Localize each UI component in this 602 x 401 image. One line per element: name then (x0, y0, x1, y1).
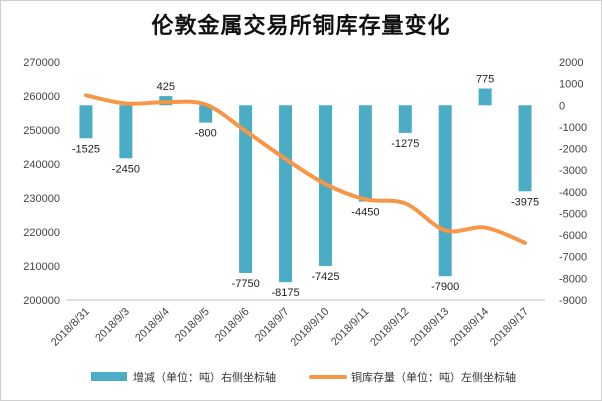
x-tick-labels: 2018/8/31 2018/9/3 2018/9/4 2018/9/5 2018/9/… (49, 306, 531, 349)
bar (239, 105, 253, 273)
legend-line-label: 铜库存量（单位：吨）左侧坐标轴 (351, 370, 516, 384)
bar-data-label: -1275 (391, 138, 419, 150)
left-tick-label: 220000 (23, 227, 60, 239)
right-tick-label: -5000 (559, 208, 587, 220)
bar-data-label: 425 (157, 81, 175, 93)
bar (79, 105, 93, 139)
x-tick-label: 2018/9/3 (93, 306, 132, 345)
bar (518, 105, 532, 192)
chart-title: 伦敦金属交易所铜库存量变化 (151, 14, 451, 39)
bar-data-label: 775 (476, 74, 494, 86)
right-tick-label: -3000 (559, 165, 587, 177)
bar-data-label: -1525 (72, 143, 100, 155)
x-tick-label: 2018/9/14 (448, 306, 491, 349)
data-labels: -1525 -2450 425 -800 -7750 -8175 -7425 -4450 -12… (72, 74, 539, 300)
right-tick-label: -8000 (559, 273, 587, 285)
left-tick-label: 210000 (23, 261, 60, 273)
bar-data-label: -8175 (271, 287, 299, 299)
x-tick-label: 2018/9/11 (329, 306, 372, 349)
right-tick-label: -1000 (559, 122, 587, 134)
x-tick-label: 2018/9/12 (368, 306, 411, 349)
stock-line (83, 93, 528, 245)
x-tick-label: 2018/9/10 (288, 306, 331, 349)
right-tick-label: -6000 (559, 230, 587, 242)
right-tick-label: 1000 (559, 79, 583, 91)
left-tick-label: 270000 (23, 57, 60, 69)
bars (79, 88, 532, 283)
legend-bar-swatch (91, 372, 127, 381)
bar-data-label: -7425 (311, 271, 339, 283)
left-tick-label: 230000 (23, 193, 60, 205)
bar (438, 105, 452, 277)
right-tick-label: 2000 (559, 57, 583, 69)
line-series (83, 93, 528, 245)
x-tick-label: 2018/9/6 (213, 306, 252, 345)
x-tick-label: 2018/9/5 (173, 306, 212, 345)
bar (119, 105, 133, 159)
left-tick-label: 200000 (23, 295, 60, 307)
bar-data-label: -3975 (511, 196, 539, 208)
bar (279, 105, 293, 283)
bar (398, 105, 412, 133)
right-tick-label: 0 (559, 100, 565, 112)
bar (199, 105, 213, 123)
x-tick-label: 2018/8/31 (49, 306, 92, 349)
bar (478, 88, 492, 106)
left-tick-label: 250000 (23, 125, 60, 137)
right-tick-label: -7000 (559, 252, 587, 264)
left-tick-label: 260000 (23, 91, 60, 103)
bar (358, 105, 372, 202)
right-tick-label: -4000 (559, 187, 587, 199)
bar-data-label: -7750 (232, 278, 260, 290)
right-tick-label: -9000 (559, 295, 587, 307)
legend-bar-label: 增减（单位：吨）右侧坐标轴 (133, 370, 276, 384)
bar-data-label: -7900 (431, 281, 459, 293)
right-tick-label: -2000 (559, 144, 587, 156)
x-tick-label: 2018/9/4 (133, 306, 172, 345)
bar-data-label: -2450 (112, 163, 140, 175)
x-tick-label: 2018/9/17 (488, 306, 531, 349)
axes: 270000 260000 250000 240000 230000 220000 2100… (23, 57, 587, 307)
legend: 增减（单位：吨）右侧坐标轴 铜库存量（单位：吨）左侧坐标轴 (91, 370, 516, 384)
x-tick-label: 2018/9/13 (408, 306, 451, 349)
bar-data-label: -4450 (351, 207, 379, 219)
x-tick-label: 2018/9/7 (253, 306, 292, 345)
left-tick-label: 240000 (23, 159, 60, 171)
bar-data-label: -800 (195, 128, 217, 140)
